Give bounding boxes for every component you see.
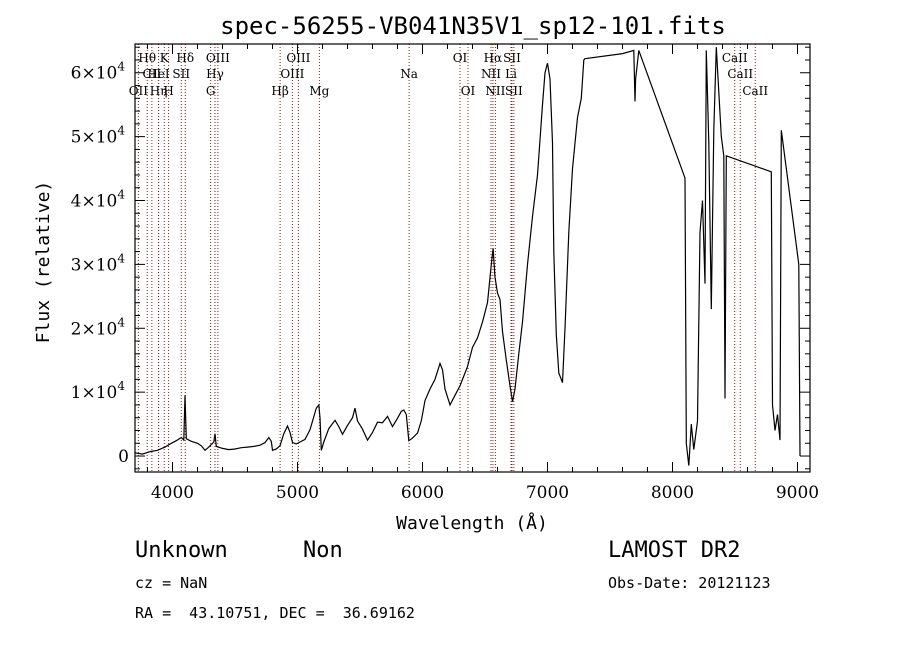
y-tick-label: 6×104 — [71, 60, 126, 84]
line-label-k: K — [160, 51, 170, 65]
x-tick-label: 9000 — [776, 483, 819, 503]
redshift-readout: cz = NaN — [135, 574, 208, 592]
line-label-li: Li — [505, 67, 517, 81]
axes-frame — [134, 43, 811, 473]
x-tick-label: 4000 — [151, 483, 194, 503]
line-label-oii: OII — [129, 84, 149, 98]
object-class: Non — [303, 538, 343, 563]
line-label-caii: CaII — [727, 67, 753, 81]
x-tick-label: 5000 — [276, 483, 319, 503]
x-tick-label: 6000 — [401, 483, 444, 503]
y-tick-label: 0 — [118, 447, 129, 467]
obs-date: Obs-Date: 20121123 — [608, 574, 771, 592]
line-label-h: H — [163, 84, 173, 98]
line-label-hη: Hη — [150, 84, 168, 98]
spectrum-line — [134, 47, 801, 466]
line-label-oi: OI — [453, 51, 468, 65]
line-label-oiii: OIII — [206, 51, 230, 65]
line-label-oiii: OIII — [280, 67, 304, 81]
line-label-na: Na — [400, 67, 418, 81]
x-axis-label: Wavelength (Å) — [396, 512, 548, 534]
line-label-hθ: Hθ — [138, 51, 156, 65]
line-label-hβ: Hβ — [271, 84, 288, 98]
line-label-hδ: Hδ — [176, 51, 194, 65]
x-tick-label: 8000 — [651, 483, 694, 503]
y-tick-label: 2×104 — [71, 315, 126, 339]
y-tick-label: 3×104 — [71, 251, 126, 275]
object-name: Unknown — [135, 538, 228, 563]
line-label-sii: SII — [503, 51, 521, 65]
y-axis-label: Flux (relative) — [33, 181, 54, 344]
plot-area: OII Hθ CII Hη HeI K H SII Hδ G Hγ OIII Hβ OIII OIII Mg N… — [71, 43, 819, 503]
line-label-hγ: Hγ — [206, 67, 224, 81]
line-label-hα: Hα — [484, 51, 503, 65]
line-label-nii: NII — [481, 67, 501, 81]
line-label-sii: SII — [505, 84, 523, 98]
coordinates: RA = 43.10751, DEC = 36.69162 — [135, 604, 415, 622]
line-label-oiii: OIII — [286, 51, 310, 65]
x-tick-label: 7000 — [526, 483, 569, 503]
line-label-oi: OI — [461, 84, 476, 98]
line-label-mg: Mg — [309, 84, 329, 98]
y-tick-label: 4×104 — [71, 188, 126, 212]
y-tick-label: 5×104 — [71, 124, 126, 148]
line-label-nii: NII — [485, 84, 505, 98]
line-label-hei: HeI — [147, 67, 170, 81]
line-label-g: G — [206, 84, 216, 98]
line-label-caii: CaII — [722, 51, 748, 65]
chart-title: spec-56255-VB041N35V1_sp12-101.fits — [220, 12, 726, 40]
y-tick-label: 1×104 — [71, 379, 126, 403]
line-label-caii: CaII — [742, 84, 768, 98]
survey-name: LAMOST DR2 — [608, 538, 741, 563]
line-label-cii: CII — [143, 67, 162, 81]
line-label-sii: SII — [172, 67, 190, 81]
